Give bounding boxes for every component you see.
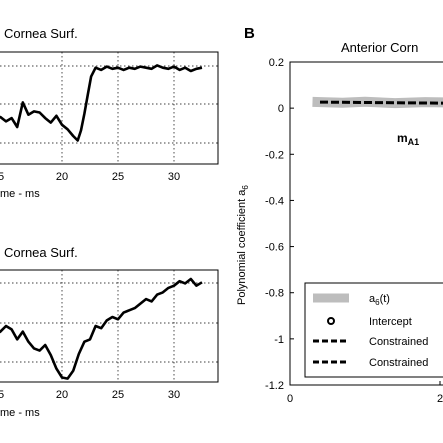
panel-b-x-tick-label: 0 xyxy=(287,393,293,405)
bottom-left-chart-title: Cornea Surf. xyxy=(4,245,78,260)
panel-b-y-tick-label: -0.6 xyxy=(265,242,284,254)
panel-b-y-ticks: 0.2 0 -0.2 -0.4 -0.6 -0.8 -1 -1.2 xyxy=(265,57,294,392)
panel-b-chart-title: Anterior Corn xyxy=(341,40,418,55)
legend-label-a6: a6(t) xyxy=(369,293,390,307)
bottom-left-x-tick-label: 30 xyxy=(168,389,180,401)
top-left-series-group xyxy=(0,64,203,142)
top-left-x-tick-label: 30 xyxy=(168,171,180,183)
legend-label-constrained-1: Constrained xyxy=(369,336,428,348)
bottom-left-x-tick-label: 20 xyxy=(56,389,68,401)
bottom-left-x-axis-label: me - ms xyxy=(0,407,40,419)
legend-label-a6-sub: 6 xyxy=(375,298,380,307)
panel-b-x-tick-label: 2 xyxy=(437,393,443,405)
bottom-left-series-group xyxy=(0,277,203,380)
panel-b-y-tick-label: -1.2 xyxy=(265,380,284,392)
top-left-series-line xyxy=(0,64,203,142)
panel-b-constrained-series xyxy=(319,100,443,105)
top-left-x-axis-label: me - ms xyxy=(0,188,40,200)
panel-b-a6-series xyxy=(312,96,443,109)
panel-b-annotation-sub: A1 xyxy=(408,137,420,147)
panel-b-y-axis-label-sub: 6 xyxy=(241,185,250,190)
panel-b-y-tick-label: -1 xyxy=(274,334,284,346)
panel-letter-b: B xyxy=(244,25,255,42)
panel-bottom-left: Cornea Surf. 5 20 25 30 me - ms xyxy=(0,245,219,419)
top-left-x-ticks: 5 20 25 30 xyxy=(0,171,180,183)
panel-b-series-group xyxy=(312,96,443,109)
panel-b-legend: a6(t) Intercept Constrained Constrained xyxy=(304,282,443,378)
panel-b-y-axis-label: Polynomial coefficient a6 xyxy=(236,185,250,305)
bottom-left-plot-box xyxy=(0,269,219,383)
legend-label-constrained-2: Constrained xyxy=(369,357,428,369)
bottom-left-x-tick-label: 25 xyxy=(112,389,124,401)
panel-b-y-tick-label: -0.4 xyxy=(265,195,284,207)
legend-label-intercept: Intercept xyxy=(369,316,412,328)
panel-b-plot-box xyxy=(289,61,443,386)
top-left-x-tick-label: 20 xyxy=(56,171,68,183)
legend-label-a6-suffix: (t) xyxy=(380,293,390,305)
panel-b: B Anterior Corn 0.2 0 -0.2 -0.4 -0.6 -0.8 -1 -1… xyxy=(236,25,443,405)
panel-b-y-tick-label: -0.8 xyxy=(265,288,284,300)
panel-b-y-axis-label-main: Polynomial coefficient a xyxy=(236,189,248,305)
bottom-left-series-line xyxy=(0,277,203,380)
top-left-chart-title: Cornea Surf. xyxy=(4,26,78,41)
panel-b-x-ticks: 024 xyxy=(287,381,443,405)
panel-b-annotation: mA1 xyxy=(397,131,419,147)
panel-b-y-tick-label: 0.2 xyxy=(269,57,284,69)
bottom-left-x-ticks: 5 20 25 30 xyxy=(0,389,180,401)
panel-b-annotation-main: m xyxy=(397,131,408,145)
panel-top-left: Cornea Surf. 5 20 25 30 me - ms xyxy=(0,26,219,200)
panel-b-y-tick-label: -0.2 xyxy=(265,149,284,161)
bottom-left-x-tick-label: 5 xyxy=(0,389,4,401)
top-left-plot-box xyxy=(0,51,219,165)
legend-label-a6-main: a xyxy=(369,293,376,305)
legend-swatch-intercept xyxy=(327,317,335,325)
top-left-x-tick-label: 5 xyxy=(0,171,4,183)
top-left-x-tick-label: 25 xyxy=(112,171,124,183)
panel-b-y-tick-label: 0 xyxy=(278,103,284,115)
